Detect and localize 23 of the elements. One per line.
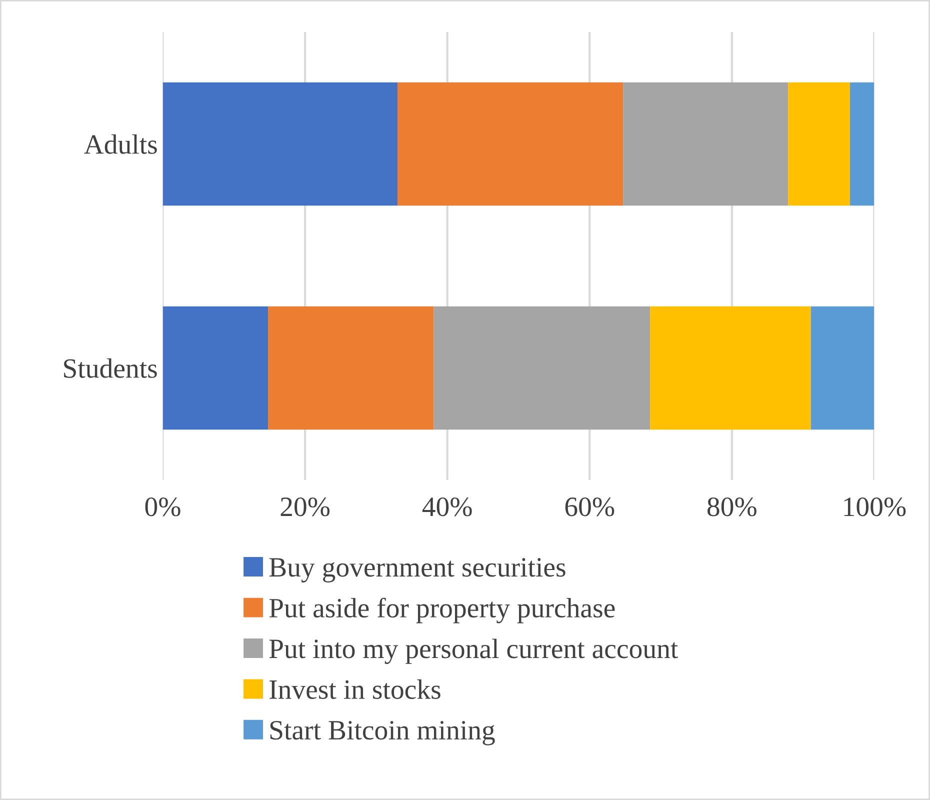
bar bbox=[268, 306, 434, 430]
bar bbox=[162, 82, 398, 206]
legend-label: Put aside for property purchase bbox=[269, 598, 615, 624]
x-tick-label: 80% bbox=[708, 497, 756, 516]
bar bbox=[850, 82, 874, 206]
y-tick-label: Students bbox=[64, 358, 157, 378]
y-tick-label: Adults bbox=[84, 134, 157, 154]
x-tick-label: 0% bbox=[145, 497, 180, 516]
x-tick-label: 60% bbox=[565, 497, 614, 516]
legend-label: Buy government securities bbox=[269, 558, 566, 582]
x-tick-label: 100% bbox=[844, 497, 906, 516]
bar bbox=[162, 306, 268, 430]
legend-label: Put into my personal current account bbox=[269, 638, 678, 664]
x-tick-label: 20% bbox=[280, 497, 330, 516]
bar bbox=[788, 82, 850, 206]
legend-label: Start Bitcoin mining bbox=[270, 720, 495, 746]
bar bbox=[398, 82, 624, 206]
legend-label: Invest in stocks bbox=[270, 679, 440, 699]
bar bbox=[434, 306, 650, 430]
bar bbox=[623, 82, 788, 206]
bar bbox=[650, 306, 811, 430]
bar bbox=[810, 306, 874, 430]
x-tick-label: 40% bbox=[422, 497, 472, 516]
